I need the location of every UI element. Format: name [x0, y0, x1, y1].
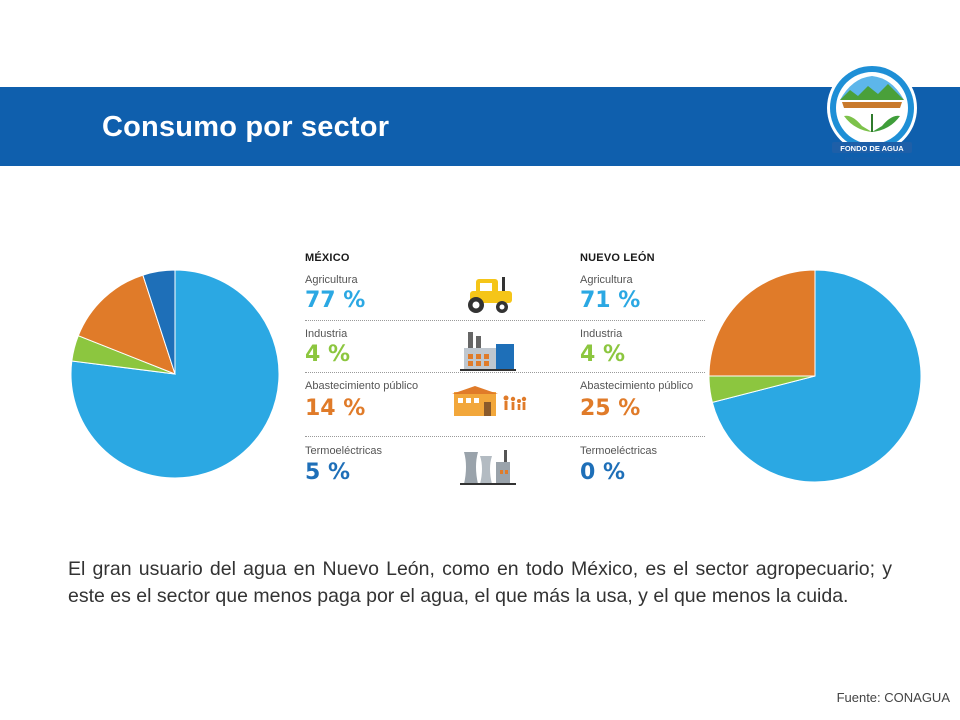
mexico-abastecimiento-value: 14 %	[305, 396, 366, 421]
nl-termoelectricas-value: 0 %	[580, 460, 626, 485]
row-divider	[305, 372, 705, 373]
mexico-header: MÉXICO	[305, 252, 350, 264]
nl-industria-value: 4 %	[580, 342, 626, 367]
row-divider	[305, 320, 705, 321]
mexico-agricultura-label: Agricultura	[305, 274, 358, 286]
pie-chart-nuevo-leon	[708, 269, 922, 483]
nl-abastecimiento-label: Abastecimiento público	[580, 380, 694, 392]
mexico-termoelectricas-label: Termoeléctricas	[305, 445, 383, 457]
logo-name: FONDO DE AGUA	[840, 144, 904, 153]
fondo-de-agua-logo: FONDO DE AGUA Metropolitano de Monterrey	[827, 63, 917, 161]
mexico-industria-value: 4 %	[305, 342, 351, 367]
title-bar	[0, 87, 960, 166]
mexico-slice-termoelectricas	[142, 269, 176, 375]
nl-agricultura-value: 71 %	[580, 288, 641, 313]
nl-agricultura-label: Agricultura	[580, 274, 633, 286]
power-plant-icon	[460, 450, 516, 485]
row-divider	[305, 436, 705, 437]
nuevo-leon-slice-agricultura	[711, 269, 922, 483]
house-family-icon	[452, 386, 527, 416]
nl-abastecimiento-value: 25 %	[580, 396, 641, 421]
tractor-icon	[468, 277, 512, 313]
factory-icon	[460, 332, 516, 371]
page-title: Consumo por sector	[102, 111, 390, 143]
source-note: Fuente: CONAGUA	[836, 690, 950, 705]
logo-tagline: Metropolitano de Monterrey	[844, 156, 900, 161]
pie-chart-mexico	[70, 269, 280, 479]
sector-infographic: MÉXICO NUEVO LEÓN Agricultura 77 % Agric…	[300, 246, 710, 496]
mexico-abastecimiento-label: Abastecimiento público	[305, 380, 419, 392]
nuevo-leon-header: NUEVO LEÓN	[580, 252, 655, 264]
nuevo-leon-slice-abastecimiento-publico	[708, 269, 816, 377]
mexico-agricultura-value: 77 %	[305, 288, 366, 313]
mexico-industria-label: Industria	[305, 328, 348, 340]
nl-industria-label: Industria	[580, 328, 623, 340]
summary-paragraph: El gran usuario del agua en Nuevo León, …	[68, 558, 892, 607]
nl-termoelectricas-label: Termoeléctricas	[580, 445, 658, 457]
mexico-termoelectricas-value: 5 %	[305, 460, 351, 485]
